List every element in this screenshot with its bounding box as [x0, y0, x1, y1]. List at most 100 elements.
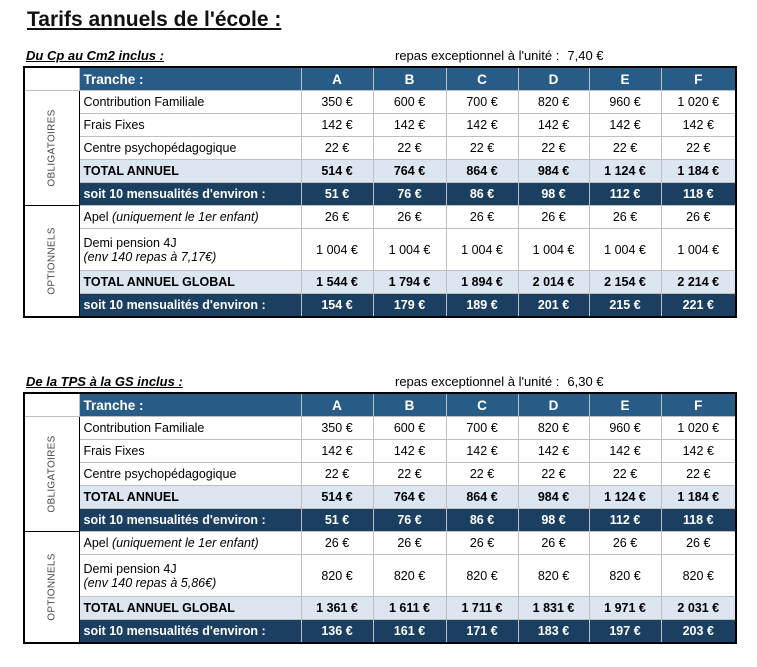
- table-row: soit 10 mensualités d'environ : 51 €76 €8…: [24, 508, 737, 532]
- value-cell: 26 €: [300, 531, 374, 555]
- row-label: Demi pension 4J (env 140 repas à 5,86€): [78, 554, 302, 597]
- value-cell: 142 €: [372, 113, 447, 137]
- row-label: soit 10 mensualités d'environ :: [78, 293, 302, 318]
- meal-price: repas exceptionnel à l'unité : 6,30 €: [395, 374, 612, 389]
- value-cell: 22 €: [660, 462, 737, 486]
- value-cell: 1 831 €: [517, 596, 590, 620]
- value-cell: 203 €: [660, 619, 737, 644]
- value-cell: 820 €: [588, 554, 662, 597]
- row-label: soit 10 mensualités d'environ :: [78, 508, 302, 532]
- value-cell: 142 €: [588, 439, 662, 463]
- label-text: Apel: [83, 210, 109, 224]
- label-line: (env 140 repas à 5,86€): [83, 575, 217, 590]
- table-row: TOTAL ANNUEL GLOBAL 1 544 €1 794 €1 894 €…: [24, 270, 737, 294]
- value-cell: 1 020 €: [660, 90, 737, 114]
- value-cell: 600 €: [372, 416, 447, 440]
- blank-cell: [23, 66, 80, 91]
- value-cell: 820 €: [660, 554, 737, 597]
- value-cell: 142 €: [517, 113, 590, 137]
- value-cell: 26 €: [588, 205, 662, 229]
- group-cell: OPTIONNELS: [23, 531, 80, 644]
- value-cell: 22 €: [588, 462, 662, 486]
- label-line: (env 140 repas à 7,17€): [83, 249, 217, 264]
- value-cell: 1 544 €: [300, 270, 374, 294]
- value-cell: 142 €: [445, 439, 519, 463]
- value-cell: 864 €: [445, 159, 519, 183]
- meal-value: 7,40 €: [567, 48, 604, 63]
- value-cell: 51 €: [300, 508, 374, 532]
- group-label: OPTIONNELS: [46, 227, 58, 295]
- meal-price: repas exceptionnel à l'unité : 7,40 €: [395, 48, 612, 63]
- label-text: Centre psychopédagogique: [83, 141, 237, 155]
- value-cell: 2 031 €: [660, 596, 737, 620]
- label-text: soit 10 mensualités d'environ :: [83, 624, 266, 638]
- table-row: soit 10 mensualités d'environ : 154 €179 …: [24, 293, 737, 318]
- value-cell: 2 014 €: [517, 270, 590, 294]
- price-section: Du Cp au Cm2 inclus : repas exceptionnel …: [23, 44, 737, 318]
- value-cell: 22 €: [445, 462, 519, 486]
- value-cell: 1 611 €: [372, 596, 447, 620]
- table-row: Frais Fixes 142 €142 €142 €142 €142 €142 …: [24, 113, 737, 137]
- group-cell: OPTIONNELS: [23, 205, 80, 318]
- price-table: Tranche : A B C D E F OBLIGATOIRES Contribution …: [23, 392, 737, 644]
- table-row: TOTAL ANNUEL 514 €764 €864 €984 €1 124 €1…: [24, 485, 737, 509]
- value-cell: 764 €: [372, 159, 447, 183]
- header-cell: B: [372, 66, 447, 91]
- value-cell: 76 €: [372, 508, 447, 532]
- meal-label: repas exceptionnel à l'unité :: [395, 374, 560, 389]
- value-cell: 197 €: [588, 619, 662, 644]
- header-cell: F: [660, 66, 737, 91]
- label-text: soit 10 mensualités d'environ :: [83, 513, 266, 527]
- label-text: TOTAL ANNUEL GLOBAL: [83, 601, 235, 615]
- meal-label: repas exceptionnel à l'unité :: [395, 48, 560, 63]
- label-text: soit 10 mensualités d'environ :: [83, 187, 266, 201]
- row-label: Apel (uniquement le 1er enfant): [78, 531, 302, 555]
- value-cell: 984 €: [517, 159, 590, 183]
- value-cell: 1 894 €: [445, 270, 519, 294]
- value-cell: 1 184 €: [660, 485, 737, 509]
- value-cell: 350 €: [300, 416, 374, 440]
- table-row: Demi pension 4J (env 140 repas à 7,17€) 1 …: [24, 228, 737, 271]
- group-cell: OBLIGATOIRES: [23, 90, 80, 206]
- value-cell: 22 €: [372, 136, 447, 160]
- value-cell: 820 €: [517, 554, 590, 597]
- header-cell: A: [300, 66, 374, 91]
- value-cell: 1 711 €: [445, 596, 519, 620]
- value-cell: 221 €: [660, 293, 737, 318]
- value-cell: 118 €: [660, 508, 737, 532]
- group-label: OPTIONNELS: [46, 553, 58, 621]
- value-cell: 960 €: [588, 416, 662, 440]
- row-label: Frais Fixes: [78, 113, 302, 137]
- label-note: (uniquement le 1er enfant): [112, 536, 259, 550]
- value-cell: 112 €: [588, 508, 662, 532]
- value-cell: 1 361 €: [300, 596, 374, 620]
- value-cell: 86 €: [445, 182, 519, 206]
- header-cell: A: [300, 392, 374, 417]
- header-cell: E: [588, 392, 662, 417]
- row-label: soit 10 mensualités d'environ :: [78, 182, 302, 206]
- header-cell: B: [372, 392, 447, 417]
- table-row: Centre psychopédagogique 22 €22 €22 €22 €…: [24, 462, 737, 486]
- value-cell: 215 €: [588, 293, 662, 318]
- value-cell: 142 €: [445, 113, 519, 137]
- value-cell: 600 €: [372, 90, 447, 114]
- value-cell: 98 €: [517, 508, 590, 532]
- header-cell: C: [445, 66, 519, 91]
- value-cell: 142 €: [660, 113, 737, 137]
- row-label: Contribution Familiale: [78, 416, 302, 440]
- value-cell: 26 €: [300, 205, 374, 229]
- header-cell: F: [660, 392, 737, 417]
- price-section: De la TPS à la GS inclus : repas exceptio…: [23, 370, 737, 644]
- row-label: Demi pension 4J (env 140 repas à 7,17€): [78, 228, 302, 271]
- value-cell: 700 €: [445, 416, 519, 440]
- value-cell: 22 €: [517, 462, 590, 486]
- page-title: Tarifs annuels de l'école :: [27, 8, 282, 31]
- value-cell: 22 €: [445, 136, 519, 160]
- value-cell: 22 €: [300, 462, 374, 486]
- value-cell: 179 €: [372, 293, 447, 318]
- value-cell: 26 €: [445, 205, 519, 229]
- value-cell: 142 €: [300, 439, 374, 463]
- table-row: OPTIONNELS Apel (uniquement le 1er enfant…: [23, 531, 737, 644]
